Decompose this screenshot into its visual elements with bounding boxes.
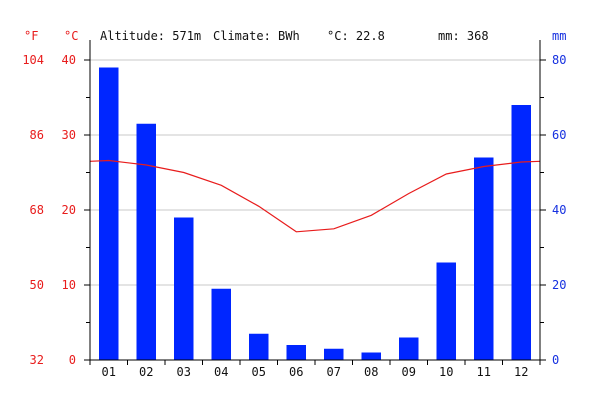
precip-bar: [474, 157, 494, 360]
precipitation-label: mm: 368: [438, 29, 489, 43]
altitude-label: Altitude: 571m: [100, 29, 201, 43]
celsius-tick-label: 10: [62, 278, 76, 292]
fahrenheit-tick-label: 104: [22, 53, 44, 67]
celsius-tick-label: 40: [62, 53, 76, 67]
month-label: 02: [139, 365, 153, 379]
celsius-tick-label: 20: [62, 203, 76, 217]
axes-layer: [84, 40, 546, 365]
precip-bar: [436, 262, 456, 360]
month-label: 08: [364, 365, 378, 379]
month-label: 05: [252, 365, 266, 379]
precipitation-bars: [99, 67, 531, 360]
month-label: 12: [514, 365, 528, 379]
precip-bar: [174, 217, 194, 360]
temperature-line-layer: [89, 159, 541, 233]
month-label: 09: [402, 365, 416, 379]
fahrenheit-unit-label: °F: [24, 29, 38, 43]
month-label: 01: [102, 365, 116, 379]
temperature-label: °C: 22.8: [327, 29, 385, 43]
month-label: 03: [177, 365, 191, 379]
precip-bar: [249, 333, 269, 360]
tick-labels: 0 10 20 30 40 32 50 68 86 104 0 20 40 60 80 01 02 03 04 05 0…: [22, 53, 566, 379]
precip-bar: [286, 345, 306, 360]
fahrenheit-tick-label: 50: [30, 278, 44, 292]
mm-tick-label: 40: [552, 203, 566, 217]
mm-tick-label: 60: [552, 128, 566, 142]
fahrenheit-tick-label: 32: [30, 353, 44, 367]
precip-bar: [136, 123, 156, 360]
month-label: 07: [327, 365, 341, 379]
celsius-unit-label: °C: [64, 29, 78, 43]
mm-tick-label: 0: [552, 353, 559, 367]
fahrenheit-tick-label: 68: [30, 203, 44, 217]
precip-bar: [361, 352, 381, 360]
month-label: 11: [477, 365, 491, 379]
month-label: 06: [289, 365, 303, 379]
temperature-line: [89, 159, 541, 233]
celsius-tick-label: 30: [62, 128, 76, 142]
precip-bar: [211, 288, 231, 360]
grid-layer: [90, 59, 540, 286]
celsius-tick-label: 0: [69, 353, 76, 367]
mm-tick-label: 80: [552, 53, 566, 67]
mm-tick-label: 20: [552, 278, 566, 292]
month-label: 10: [439, 365, 453, 379]
precip-bar: [324, 348, 344, 360]
fahrenheit-tick-label: 86: [30, 128, 44, 142]
climate-label: Climate: BWh: [213, 29, 300, 43]
month-label: 04: [214, 365, 228, 379]
mm-unit-label: mm: [552, 29, 566, 43]
precip-bar: [399, 337, 419, 360]
precip-bar: [99, 67, 119, 360]
precip-bar: [511, 105, 531, 360]
